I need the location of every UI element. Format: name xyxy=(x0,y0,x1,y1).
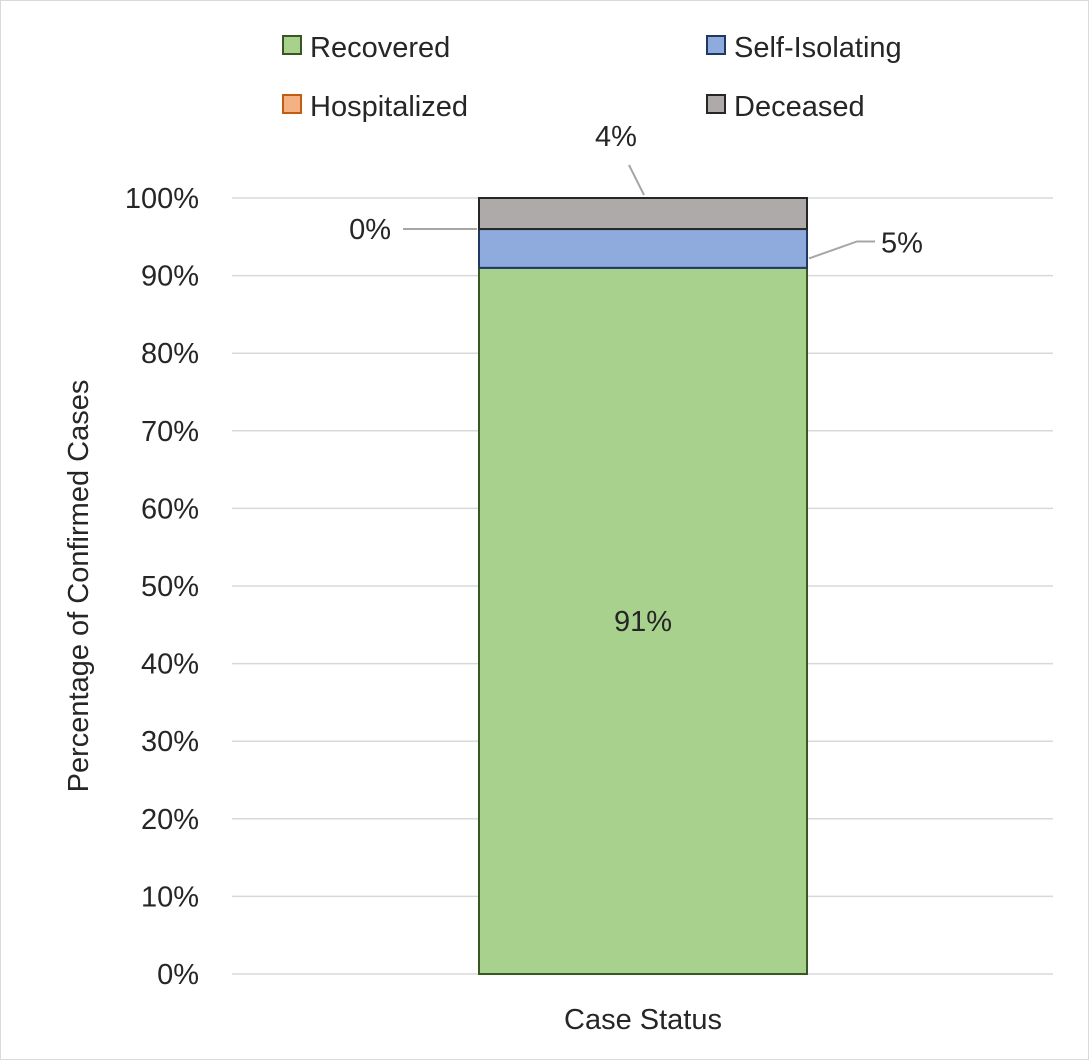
data-labels: 91% 5% 0% 4% xyxy=(349,121,923,638)
y-tick-label: 50% xyxy=(141,571,199,603)
legend-label: Deceased xyxy=(734,91,865,123)
bar-segment-recovered xyxy=(478,266,808,975)
y-tick-label: 60% xyxy=(141,493,199,525)
leader-line-self-isolating xyxy=(808,240,875,260)
data-label-deceased: 4% xyxy=(595,121,637,153)
data-label-recovered: 91% xyxy=(614,606,672,638)
legend-swatch xyxy=(282,35,302,55)
bar-stack xyxy=(478,197,808,975)
y-tick-label: 70% xyxy=(141,416,199,448)
y-tick-label: 40% xyxy=(141,649,199,681)
legend-label: Recovered xyxy=(310,32,450,64)
legend-swatch xyxy=(282,94,302,114)
bar-segment-self-isolating xyxy=(478,228,808,269)
leader-line-deceased xyxy=(628,164,645,196)
legend-swatch xyxy=(706,94,726,114)
y-axis-title: Percentage of Confirmed Cases xyxy=(63,380,95,793)
y-axis-ticks: 0% 10% 20% 30% 40% 50% 60% 70% 80% 90% 100% xyxy=(125,183,199,991)
legend-swatch xyxy=(706,35,726,55)
bar-segment-deceased xyxy=(478,197,808,231)
y-tick-label: 80% xyxy=(141,338,199,370)
data-label-hospitalized: 0% xyxy=(349,214,391,246)
legend: Recovered Self-Isolating Hospitalized Decea… xyxy=(282,32,902,123)
legend-label: Self-Isolating xyxy=(734,32,902,64)
y-tick-label: 90% xyxy=(141,261,199,293)
data-label-self-isolating: 5% xyxy=(881,227,923,259)
y-tick-label: 20% xyxy=(141,804,199,836)
x-axis-title: Case Status xyxy=(564,1004,722,1036)
y-tick-label: 0% xyxy=(157,959,199,991)
y-tick-label: 10% xyxy=(141,881,199,913)
y-tick-label: 100% xyxy=(125,183,199,215)
legend-label: Hospitalized xyxy=(310,91,468,123)
y-tick-label: 30% xyxy=(141,726,199,758)
